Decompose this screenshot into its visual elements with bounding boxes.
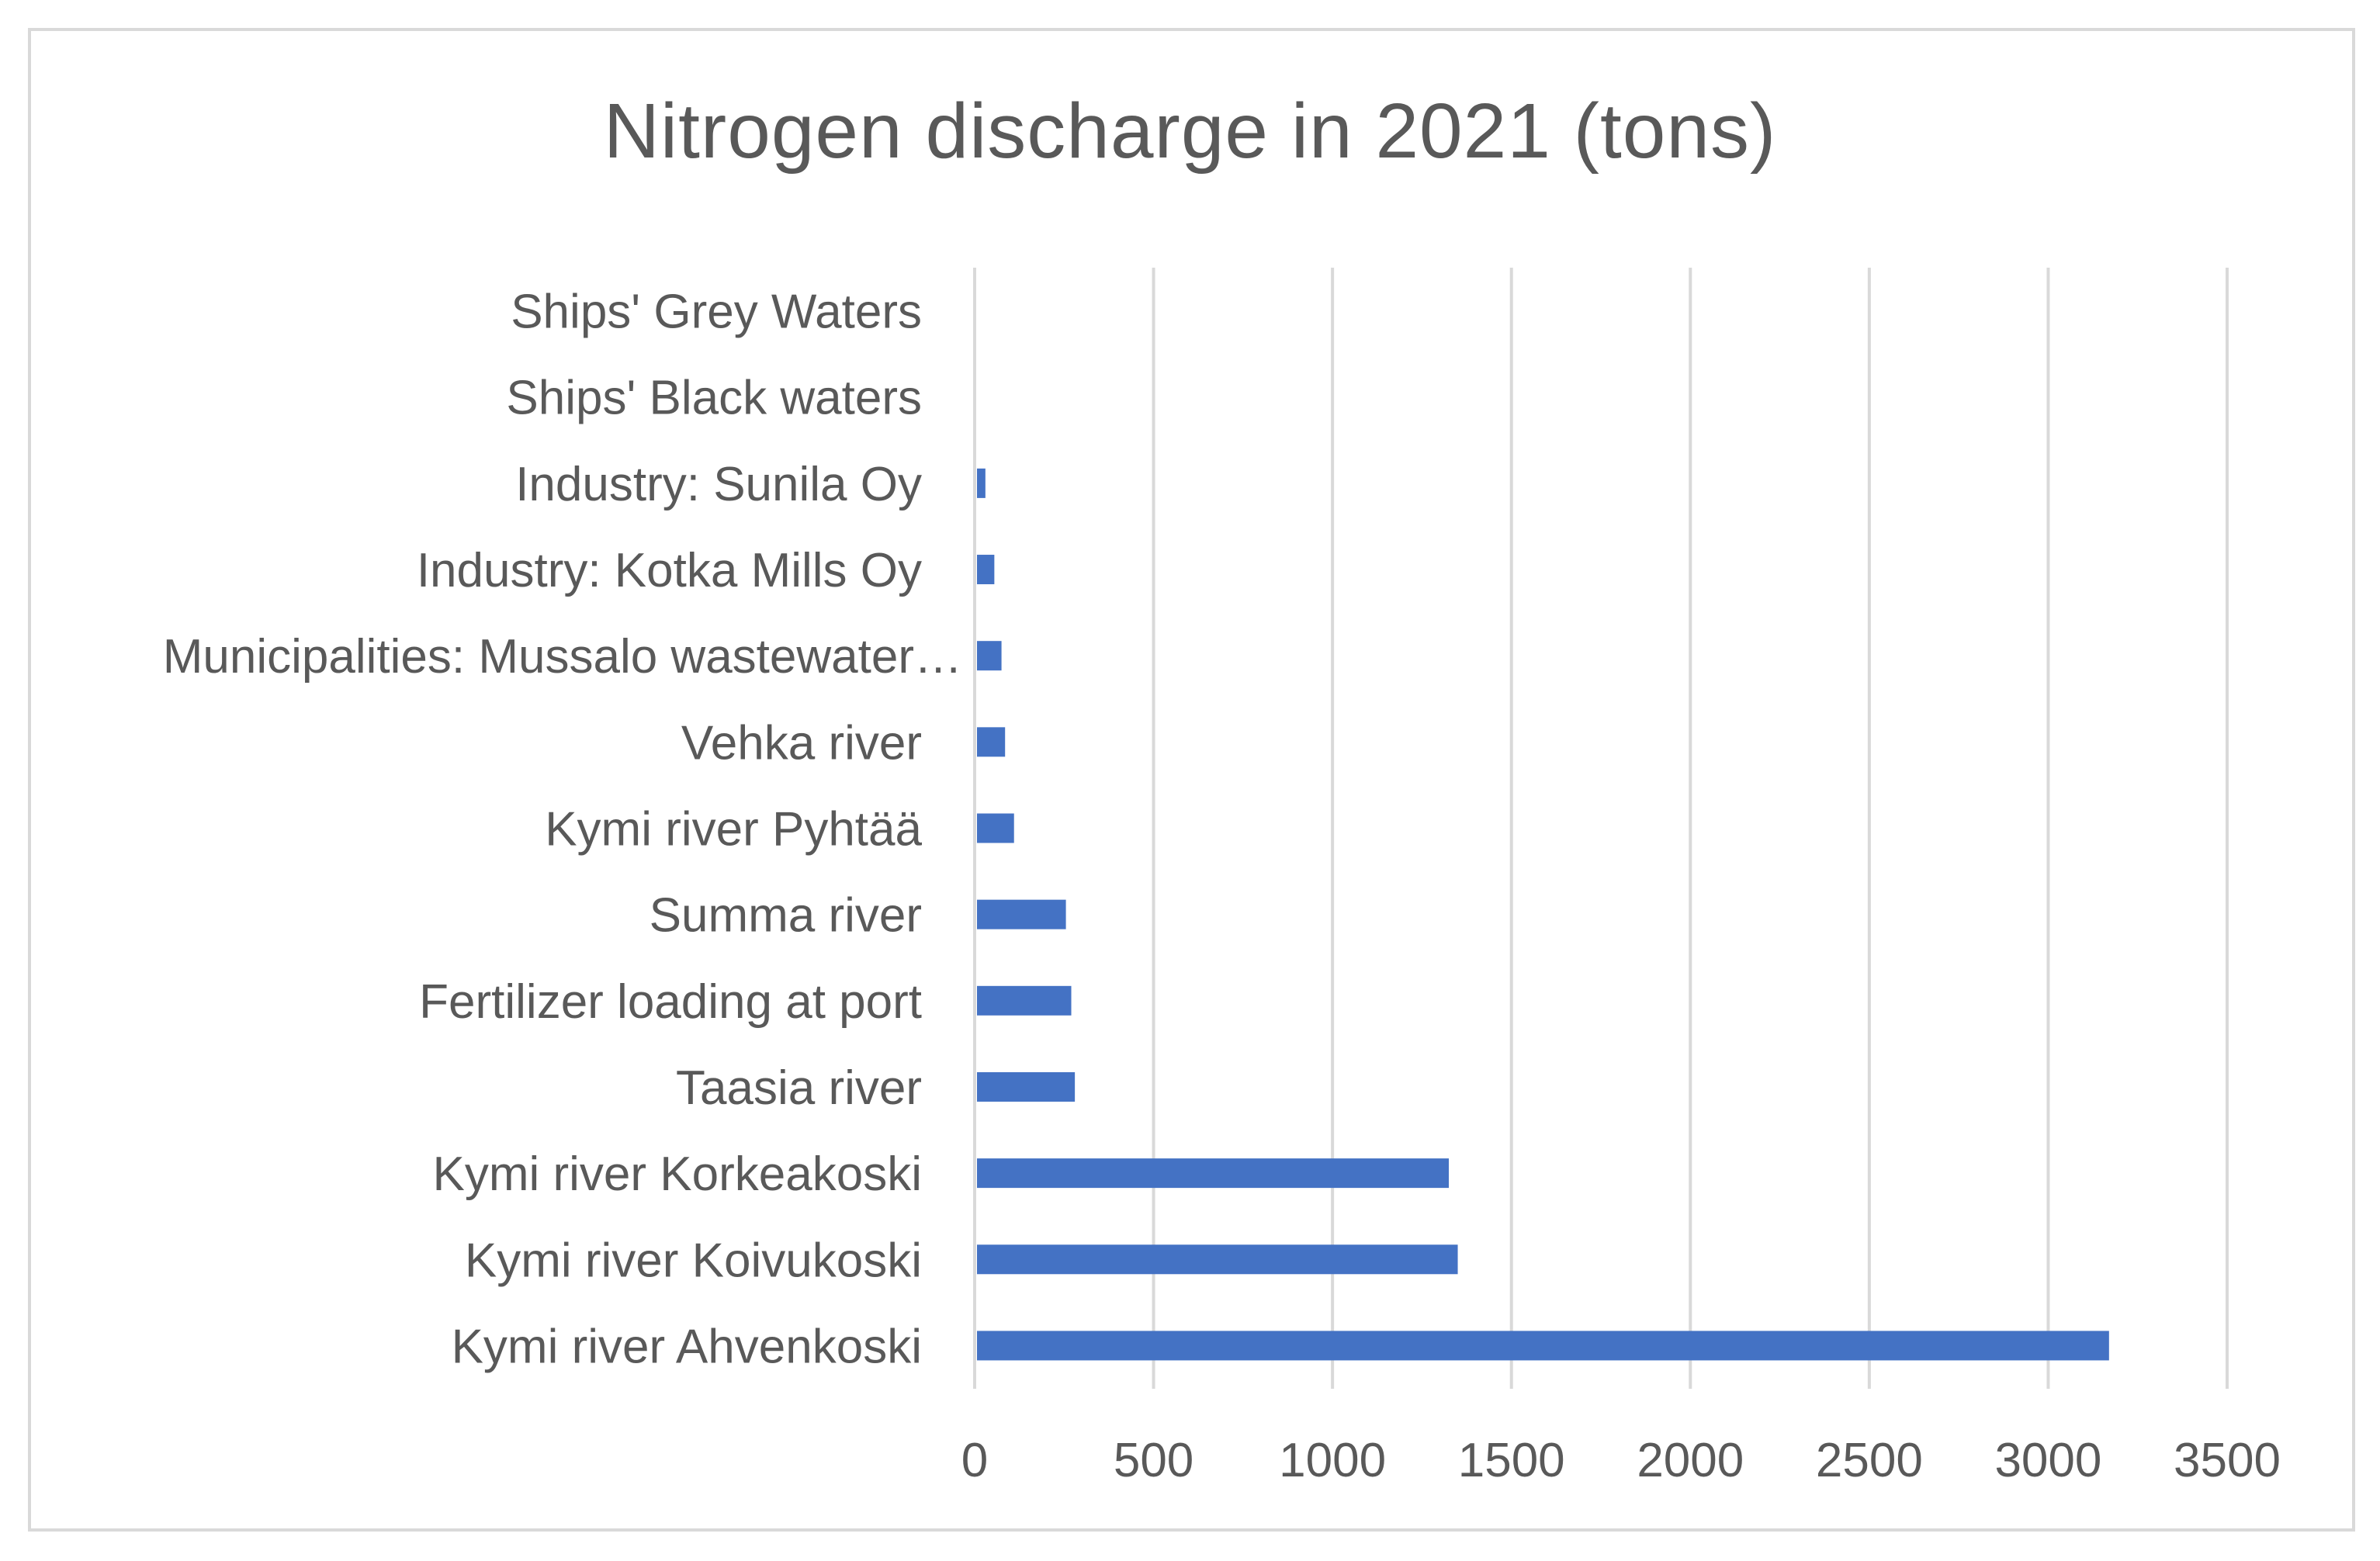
bar xyxy=(977,468,986,498)
category-labels: Kymi river Ahvenkoski Kymi river Koivukos… xyxy=(163,286,962,1374)
bars xyxy=(977,468,2109,1361)
category-label: Municipalities: Mussalo wastewater… xyxy=(163,630,962,684)
x-tick-label: 2000 xyxy=(1637,1434,1744,1487)
bar xyxy=(977,1244,1458,1275)
category-label: Fertilizer loading at port xyxy=(419,975,922,1029)
bar xyxy=(977,1331,2109,1361)
bar xyxy=(977,641,1002,671)
bar xyxy=(977,555,995,585)
x-tick-label: 1500 xyxy=(1458,1434,1565,1487)
category-label: Ships' Black waters xyxy=(506,372,922,425)
chart-title: Nitrogen discharge in 2021 (tons) xyxy=(603,88,1777,175)
gridlines xyxy=(973,268,2229,1389)
bar xyxy=(977,1158,1450,1189)
category-label: Summa river xyxy=(650,889,922,943)
category-label: Kymi river Korkeakoski xyxy=(433,1147,922,1201)
bar xyxy=(977,727,1006,757)
category-label: Vehka river xyxy=(681,716,922,770)
bar xyxy=(977,1071,1076,1102)
x-tick-label: 500 xyxy=(1114,1434,1193,1487)
bar xyxy=(977,899,1066,929)
category-label: Industry: Kotka Mills Oy xyxy=(417,544,922,597)
category-label: Kymi river Pyhtää xyxy=(545,803,922,857)
category-label: Ships' Grey Waters xyxy=(511,286,922,339)
category-label: Industry: Sunila Oy xyxy=(515,458,922,511)
x-tick-labels: 0 500 1000 1500 2000 2500 3000 3500 xyxy=(961,1434,2281,1487)
bar xyxy=(977,813,1014,843)
x-tick-label: 0 xyxy=(961,1434,988,1487)
chart-frame xyxy=(28,28,2355,1532)
x-tick-label: 2500 xyxy=(1816,1434,1923,1487)
bar xyxy=(977,985,1072,1016)
category-label: Kymi river Koivukoski xyxy=(465,1234,922,1287)
category-label: Kymi river Ahvenkoski xyxy=(452,1320,922,1373)
x-tick-label: 3500 xyxy=(2174,1434,2281,1487)
category-label: Taasia river xyxy=(676,1061,922,1115)
x-tick-label: 1000 xyxy=(1279,1434,1386,1487)
x-tick-label: 3000 xyxy=(1994,1434,2101,1487)
